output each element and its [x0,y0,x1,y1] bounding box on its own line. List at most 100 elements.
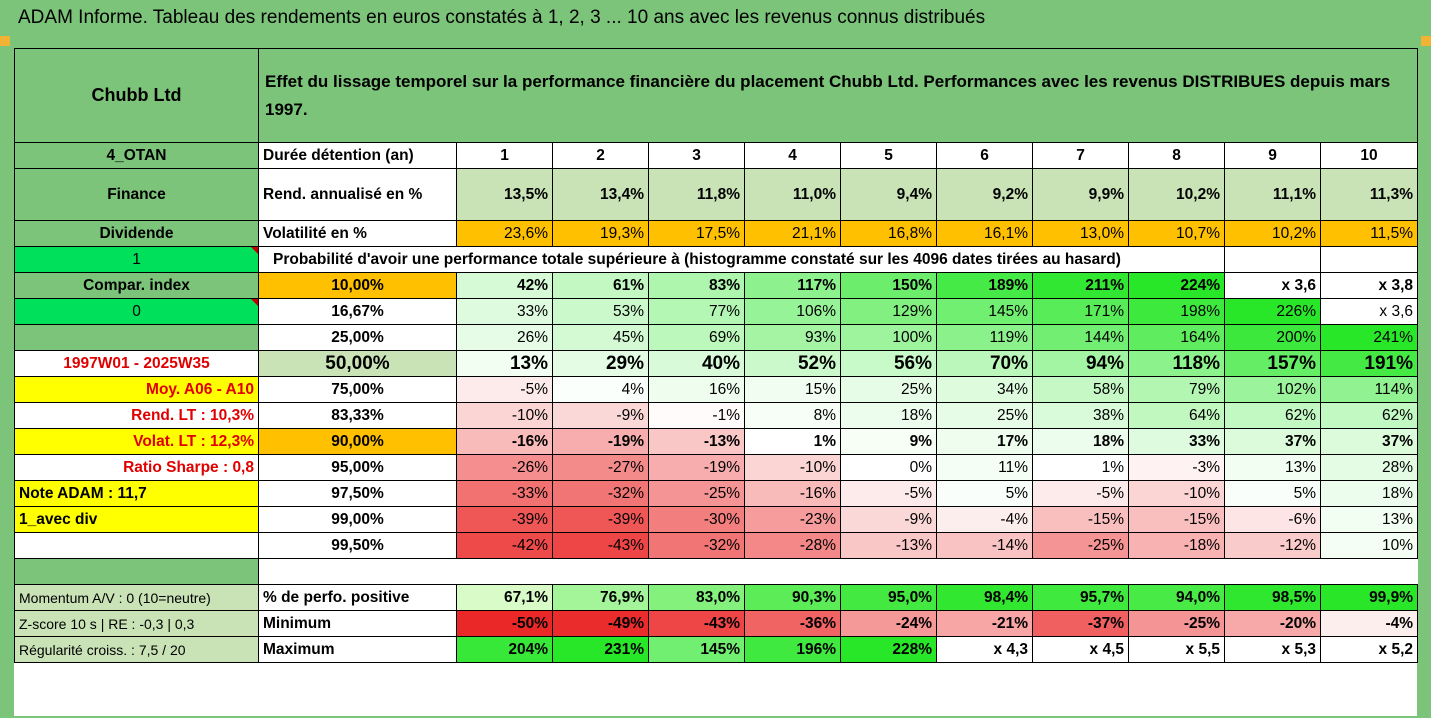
probability-cell: 13% [456,350,553,377]
regularity-label: Régularité croiss. : 7,5 / 20 [14,636,259,663]
probability-cell: -27% [552,454,649,481]
probability-cell: -16% [744,480,841,507]
probability-cell: -19% [552,428,649,455]
probability-cell: -32% [552,480,649,507]
report-title: ADAM Informe. Tableau des rendements en … [0,0,1431,36]
positive-perf-cell: 76,9% [552,584,649,611]
maximum-cell: x 5,5 [1128,636,1225,663]
probability-threshold: 50,00% [258,350,457,377]
probability-cell: 17% [936,428,1033,455]
probability-cell: 79% [1128,376,1225,403]
probability-cell: 64% [1128,402,1225,429]
probability-cell: -4% [936,506,1033,533]
spacer-cell [14,558,259,585]
probability-threshold: 75,00% [258,376,457,403]
probability-cell: 200% [1224,324,1321,351]
probability-cell: 34% [936,376,1033,403]
minimum-cell: -50% [456,610,553,637]
average-label: Moy. A06 - A10 [14,376,259,403]
annual-return-cell: 13,5% [456,168,553,221]
probability-cell: -39% [456,506,553,533]
probability-cell: 40% [648,350,745,377]
annual-return-cell: 11,3% [1319,168,1419,221]
annual-return-cell: 13,4% [552,168,649,221]
probability-cell: -28% [744,532,841,559]
probability-cell: -15% [1032,506,1129,533]
selector-one[interactable]: 1 [14,246,259,273]
probability-threshold: 97,50% [258,480,457,507]
positive-perf-cell: 90,3% [744,584,841,611]
probability-cell: -18% [1128,532,1225,559]
sharpe-ratio-label: Ratio Sharpe : 0,8 [14,454,259,481]
probability-cell: x 3,6 [1319,298,1419,325]
minimum-cell: -20% [1224,610,1321,637]
maximum-cell: 231% [552,636,649,663]
probability-cell: 5% [936,480,1033,507]
minimum-cell: -4% [1319,610,1419,637]
year-header: 1 [456,142,553,169]
with-dividend-label: 1_avec div [14,506,259,533]
year-header: 4 [744,142,841,169]
probability-cell: 56% [840,350,937,377]
empty-cell [1224,246,1321,273]
probability-cell: x 3,8 [1319,272,1419,299]
probability-cell: -30% [648,506,745,533]
probability-cell: -1% [648,402,745,429]
probability-cell: 241% [1319,324,1419,351]
volatility-cell: 13,0% [1032,220,1129,247]
maximum-cell: x 5,3 [1224,636,1321,663]
probability-cell: 0% [840,454,937,481]
probability-cell: -5% [456,376,553,403]
probability-cell: 62% [1224,402,1321,429]
stock-code: 4_OTAN [14,142,259,169]
year-header: 2 [552,142,649,169]
volatility-cell: 10,7% [1128,220,1225,247]
probability-cell: 100% [840,324,937,351]
zscore-label: Z-score 10 s | RE : -0,3 | 0,3 [14,610,259,637]
probability-cell: -33% [456,480,553,507]
volatility-cell: 19,3% [552,220,649,247]
minimum-label: Minimum [258,610,457,637]
duration-label: Durée détention (an) [258,142,457,169]
probability-cell: 70% [936,350,1033,377]
probability-cell: 37% [1319,428,1419,455]
probability-cell: 129% [840,298,937,325]
probability-cell: -39% [552,506,649,533]
probability-cell: -16% [456,428,553,455]
probability-cell: 45% [552,324,649,351]
probability-cell: -25% [648,480,745,507]
probability-cell: x 3,6 [1224,272,1321,299]
performance-table: Chubb Ltd Effet du lissage temporel sur … [14,48,1419,663]
dividend-label: Dividende [14,220,259,247]
maximum-label: Maximum [258,636,457,663]
probability-cell: -9% [840,506,937,533]
probability-cell: -5% [840,480,937,507]
probability-cell: -43% [552,532,649,559]
probability-cell: 93% [744,324,841,351]
probability-cell: 52% [744,350,841,377]
year-header: 10 [1319,142,1419,169]
positive-label: % de perfo. positive [258,584,457,611]
annual-return-cell: 9,2% [936,168,1033,221]
probability-cell: 226% [1224,298,1321,325]
probability-cell: 18% [1319,480,1419,507]
probability-cell: -6% [1224,506,1321,533]
minimum-cell: -49% [552,610,649,637]
positive-perf-cell: 94,0% [1128,584,1225,611]
selector-zero[interactable]: 0 [14,298,259,325]
volatility-cell: 11,5% [1319,220,1419,247]
probability-cell: 94% [1032,350,1129,377]
probability-cell: 38% [1032,402,1129,429]
year-header: 5 [840,142,937,169]
year-header: 8 [1128,142,1225,169]
minimum-cell: -21% [936,610,1033,637]
annual-return-cell: 11,0% [744,168,841,221]
probability-cell: 8% [744,402,841,429]
maximum-cell: x 4,3 [936,636,1033,663]
probability-cell: 18% [1032,428,1129,455]
spacer-row [258,558,1418,585]
probability-cell: -5% [1032,480,1129,507]
probability-cell: -10% [744,454,841,481]
maximum-cell: 145% [648,636,745,663]
minimum-cell: -24% [840,610,937,637]
